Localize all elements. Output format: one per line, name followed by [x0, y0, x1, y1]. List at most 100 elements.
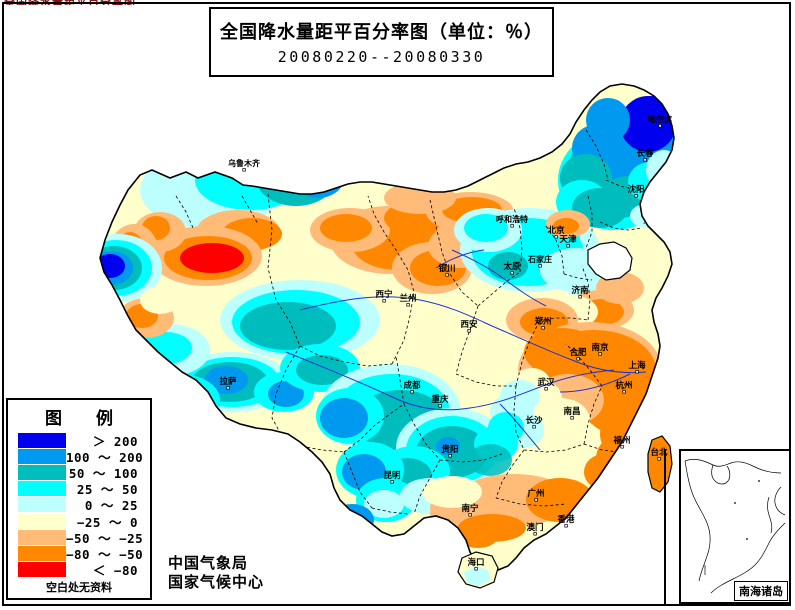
city-marker: 合肥: [568, 347, 587, 361]
city-marker: 香港: [556, 514, 575, 528]
city-marker: 南京: [591, 342, 609, 356]
city-marker: 拉萨: [219, 376, 237, 390]
legend-item: 100 ～ 200: [8, 448, 150, 465]
legend-swatch: [18, 562, 66, 578]
map-date-range: 20080220--20080330: [277, 48, 486, 66]
city-name: 杭州: [615, 380, 632, 391]
city-marker: 石家庄: [527, 254, 552, 268]
city-marker: 重庆: [431, 394, 449, 408]
city-dot: [564, 524, 568, 528]
legend-rows: ＞ 200 100 ～ 200 50 ～ 100 25 ～ 50 0 ～ 25 −25 ～…: [8, 432, 150, 578]
city-name: 银川: [437, 263, 455, 274]
legend-swatch: [18, 497, 66, 513]
legend-label: ＞ 200: [92, 433, 138, 449]
city-marker: 昆明: [383, 470, 401, 484]
city-dot: [544, 387, 548, 391]
map-title: 全国降水量距平百分率图（单位：％）: [220, 22, 543, 43]
rivers: [285, 249, 647, 451]
anomaly-contour-fills: [100, 84, 674, 570]
city-name: 合肥: [568, 347, 587, 358]
city-marker: 南宁: [461, 503, 479, 517]
city-dot: [410, 390, 414, 394]
city-marker: 台北: [650, 447, 668, 461]
city-marker: 长沙: [525, 415, 543, 429]
city-marker: 澳门: [526, 522, 544, 536]
city-dot: [445, 273, 449, 277]
city-name: 福州: [612, 435, 630, 446]
city-dot: [467, 329, 471, 333]
city-dot: [534, 498, 538, 502]
city-marker: 沈阳: [627, 184, 645, 198]
publisher-credit: 中国气象局 国家气候中心: [168, 554, 264, 592]
legend-item: 50 ～ 100: [8, 464, 150, 481]
city-dot: [532, 425, 536, 429]
city-name: 台北: [650, 447, 668, 458]
city-name: 北京: [547, 225, 565, 236]
credit-line-1: 中国气象局: [168, 554, 249, 572]
city-name: 哈尔滨: [648, 114, 672, 124]
legend-item: 25 ～ 50: [8, 481, 150, 497]
city-dot: [554, 235, 558, 239]
inset-map: [684, 459, 786, 594]
city-name: 沈阳: [627, 184, 644, 195]
city-name: 拉萨: [219, 376, 237, 387]
city-dot: [657, 457, 661, 461]
legend-label: 25 ～ 50: [76, 482, 138, 498]
legend-label: 100 ～ 200: [66, 449, 144, 465]
city-dot: [474, 567, 478, 571]
city-dot: [634, 194, 638, 198]
city-dot: [406, 303, 410, 307]
city-name: 天津: [559, 234, 577, 245]
city-dot: [622, 390, 626, 394]
city-marker: 哈尔滨: [648, 114, 672, 128]
city-marker: 呼和浩特: [496, 214, 528, 228]
city-name: 广州: [527, 488, 544, 499]
city-marker: 杭州: [615, 380, 633, 394]
bohai-sea: [587, 241, 633, 281]
city-name: 重庆: [431, 394, 449, 405]
city-marker: 天津: [559, 234, 577, 248]
legend-label: −80 ～ −50: [66, 546, 144, 562]
legend-item: ＞ 200: [8, 432, 150, 449]
city-marker: 西安: [460, 319, 478, 333]
city-dot: [538, 264, 542, 268]
city-marker: 上海: [628, 360, 646, 374]
city-dot: [635, 370, 639, 374]
city-marker: 太原: [502, 261, 521, 275]
province-boundaries: [175, 129, 651, 515]
inset-label: 南海诸岛: [734, 581, 788, 601]
city-marker: 成都: [403, 380, 421, 394]
legend-swatch: [18, 529, 66, 545]
city-marker: 广州: [527, 488, 545, 502]
legend-item: −50 ～ −25: [8, 529, 150, 546]
legend-swatch: [18, 545, 66, 561]
city-name: 南京: [591, 342, 609, 353]
legend-swatch: [18, 448, 66, 464]
city-name: 呼和浩特: [496, 214, 528, 224]
inset-separator: [664, 449, 666, 604]
city-marker: 长春: [636, 148, 654, 162]
city-dot: [226, 386, 230, 390]
city-dot: [533, 532, 537, 536]
city-name: 长沙: [525, 415, 543, 426]
legend-heading: 图 例: [45, 409, 127, 429]
city-name: 石家庄: [527, 254, 552, 264]
city-dot: [541, 326, 545, 330]
legend-item: −80 ～ −50: [8, 545, 150, 562]
city-name: 长春: [636, 148, 654, 159]
legend-label: −25 ～ 0: [76, 514, 138, 530]
city-name: 南宁: [461, 503, 479, 514]
city-marker: 郑州: [534, 316, 552, 330]
city-marker: 福州: [612, 435, 631, 449]
city-dot: [566, 244, 570, 248]
legend-no-data-note: 空白处无资料: [46, 580, 112, 594]
city-marker: 北京: [547, 225, 565, 239]
city-marker: 海口: [467, 557, 485, 571]
city-dot: [242, 168, 246, 172]
legend-item: ＜ −80: [8, 562, 150, 578]
city-dot: [390, 480, 394, 484]
city-dot: [510, 271, 514, 275]
city-name: 乌鲁木齐: [228, 158, 261, 168]
